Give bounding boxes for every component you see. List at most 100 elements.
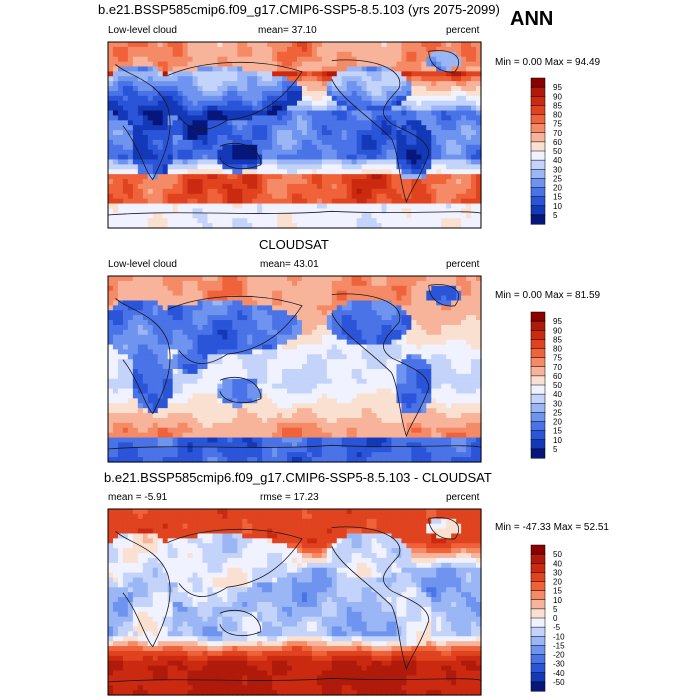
map-cell: [207, 120, 214, 126]
map-cell: [446, 71, 452, 77]
map-cell: [147, 130, 154, 136]
map-cell: [187, 403, 194, 409]
map-cell: [386, 61, 393, 68]
map-cell: [252, 135, 258, 141]
map-cell: [436, 334, 442, 341]
map-cell: [197, 354, 204, 360]
map-cell: [341, 76, 348, 82]
map-cell: [331, 198, 338, 205]
map-cell: [232, 51, 238, 58]
map-cell: [301, 408, 308, 414]
map-cell: [242, 300, 248, 306]
map-cell: [301, 403, 308, 409]
map-cell: [326, 169, 333, 175]
map-cell: [177, 105, 184, 112]
map-cell: [142, 144, 149, 151]
map-cell: [108, 86, 114, 92]
map-cell: [456, 315, 462, 321]
map-cell: [296, 56, 303, 63]
map-cell: [356, 86, 363, 92]
map-cell: [162, 183, 169, 190]
map-cell: [152, 310, 159, 316]
map-cell: [287, 139, 293, 146]
map-cell: [132, 344, 139, 351]
map-panel-2: [107, 275, 482, 463]
map-cell: [202, 203, 209, 210]
map-cell: [466, 218, 472, 224]
map-cell: [252, 179, 258, 185]
map-cell: [311, 76, 318, 82]
map-cell: [287, 213, 293, 219]
map-cell: [292, 285, 298, 292]
map-cell: [172, 324, 179, 331]
map-cell: [202, 66, 209, 72]
map-cell: [361, 105, 368, 112]
map-cell: [242, 105, 248, 112]
map-cell: [356, 51, 363, 58]
map-cell: [421, 285, 427, 292]
map-cell: [466, 223, 472, 229]
map-cell: [456, 383, 462, 390]
map-cell: [361, 378, 368, 385]
map-cell: [227, 56, 233, 63]
map-cell: [227, 61, 233, 68]
map-cell: [192, 110, 199, 117]
map-cell: [187, 100, 194, 107]
map-cell: [446, 203, 452, 210]
map-cell: [237, 403, 243, 409]
map-cell: [142, 218, 149, 224]
map-cell: [426, 198, 432, 205]
map-cell: [262, 66, 268, 72]
map-cell: [277, 369, 283, 375]
map-cell: [431, 76, 437, 82]
map-cell: [446, 42, 452, 48]
map-cell: [451, 95, 457, 102]
map-cell: [426, 305, 432, 311]
map-cell: [456, 193, 462, 200]
map-cell: [157, 223, 164, 229]
map-cell: [381, 86, 388, 92]
map-cell: [456, 115, 462, 121]
map-cell: [282, 203, 288, 210]
map-cell: [247, 90, 253, 97]
map-cell: [292, 339, 298, 346]
map-cell: [396, 373, 403, 380]
map-cell: [117, 208, 124, 214]
map-cell: [431, 66, 437, 72]
map-cell: [187, 135, 194, 141]
map-cell: [152, 315, 159, 321]
map-cell: [296, 208, 303, 214]
map-cell: [331, 223, 338, 229]
map-cell: [371, 373, 378, 380]
map-cell: [391, 388, 398, 395]
map-cell: [381, 300, 388, 306]
map-cell: [316, 154, 323, 161]
map-cell: [441, 349, 447, 355]
map-cell: [137, 315, 144, 321]
map-cell: [287, 56, 293, 63]
map-cell: [406, 310, 412, 316]
map-cell: [311, 154, 318, 161]
map-cell: [267, 100, 273, 107]
map-cell: [217, 71, 223, 77]
map-cell: [187, 359, 194, 365]
map-cell: [356, 130, 363, 136]
map-cell: [197, 276, 204, 282]
map-cell: [247, 183, 253, 190]
map-cell: [237, 354, 243, 360]
map-cell: [306, 86, 313, 92]
map-cell: [237, 305, 243, 311]
map-cell: [182, 130, 189, 136]
map-cell: [182, 378, 189, 385]
map-cell: [351, 285, 358, 292]
map-cell: [192, 320, 199, 326]
map-cell: [296, 115, 303, 121]
map-cell: [391, 188, 398, 195]
map-cell: [301, 373, 308, 380]
map-cell: [217, 164, 223, 170]
map-cell: [426, 115, 432, 121]
map-cell: [247, 139, 253, 146]
map-cell: [376, 198, 383, 205]
map-cell: [142, 76, 149, 82]
map-cell: [361, 56, 368, 63]
